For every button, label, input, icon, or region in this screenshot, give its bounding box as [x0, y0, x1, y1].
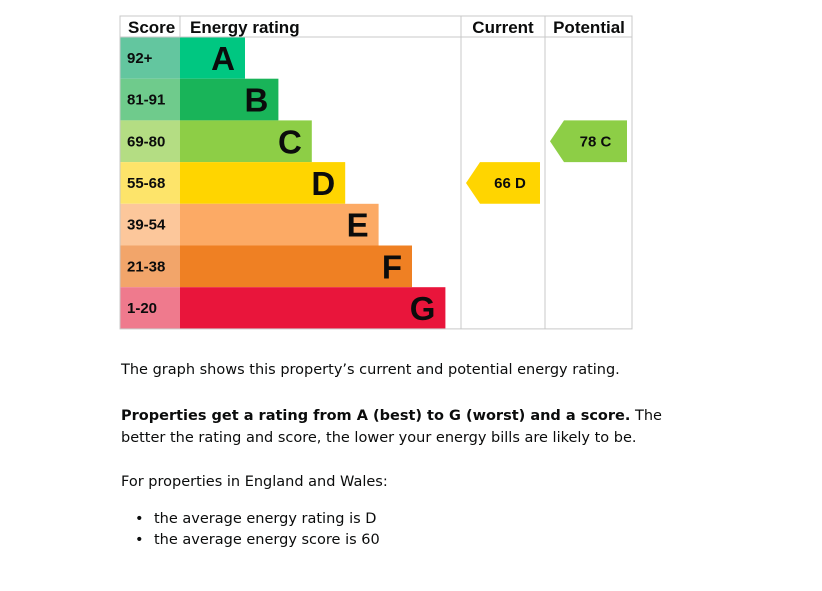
rating-bar-a	[180, 37, 245, 79]
england-wales-intro-text: For properties in England and Wales:	[121, 474, 388, 490]
list-item: the average energy score is 60	[121, 530, 380, 551]
graph-description: The graph shows this property’s current …	[121, 359, 681, 381]
header-energy-rating: Energy rating	[190, 18, 300, 37]
rating-letter-c: C	[278, 123, 302, 160]
graph-description-text: The graph shows this property’s current …	[121, 362, 620, 378]
score-cell-g	[120, 287, 180, 329]
score-label-c: 69-80	[127, 133, 165, 150]
rating-bands: 92+ A 81-91 B 69-80 C 55-68 D 39-54 E 21-38 F 1-20 G	[120, 37, 446, 329]
score-label-a: 92+	[127, 50, 153, 67]
list-item: the average energy rating is D	[121, 509, 380, 530]
score-cell-b	[120, 78, 180, 121]
score-cell-a	[120, 37, 180, 79]
score-label-b: 81-91	[127, 92, 165, 109]
rating-bar-f	[180, 245, 412, 288]
england-wales-intro: For properties in England and Wales:	[121, 471, 681, 493]
chart-border	[119, 15, 633, 330]
header-score: Score	[128, 18, 175, 37]
potential-arrow-label: 78 C	[580, 133, 612, 150]
average-list: the average energy rating is D the avera…	[121, 509, 380, 551]
rating-letter-f: F	[382, 248, 402, 285]
rating-letter-a: A	[211, 40, 235, 77]
potential-arrow	[550, 120, 627, 163]
rating-bar-d	[180, 162, 346, 204]
rating-letter-g: G	[410, 290, 436, 327]
score-label-e: 39-54	[127, 217, 166, 234]
rating-letter-e: E	[347, 207, 369, 244]
rating-explanation-bold: Properties get a rating from A (best) to…	[121, 408, 631, 424]
score-cell-d	[120, 162, 180, 204]
rating-bar-b	[180, 78, 279, 121]
rating-bar-e	[180, 203, 379, 246]
rating-bar-g	[180, 287, 446, 329]
rating-explanation-rest: The better the rating and score, the low…	[121, 408, 662, 446]
header-potential: Potential	[553, 18, 625, 37]
current-arrow	[466, 162, 540, 204]
current-arrow-label: 66 D	[494, 175, 526, 192]
rating-arrows: 66 D 78 C	[466, 120, 627, 204]
score-cell-e	[120, 203, 180, 246]
header-current: Current	[472, 18, 534, 37]
score-label-f: 21-38	[127, 258, 165, 275]
score-label-g: 1-20	[127, 300, 157, 317]
score-label-d: 55-68	[127, 175, 165, 192]
rating-explanation: Properties get a rating from A (best) to…	[121, 405, 681, 449]
score-cell-c	[120, 120, 180, 163]
rating-bar-c	[180, 120, 312, 163]
score-cell-f	[120, 245, 180, 288]
chart-grid	[119, 15, 633, 330]
rating-letter-d: D	[311, 165, 335, 202]
rating-letter-b: B	[245, 82, 269, 119]
energy-rating-chart: 92+ A81-91 B69-80 C55-68 D39-54 E21-38 F1-20 G …	[119, 15, 633, 330]
